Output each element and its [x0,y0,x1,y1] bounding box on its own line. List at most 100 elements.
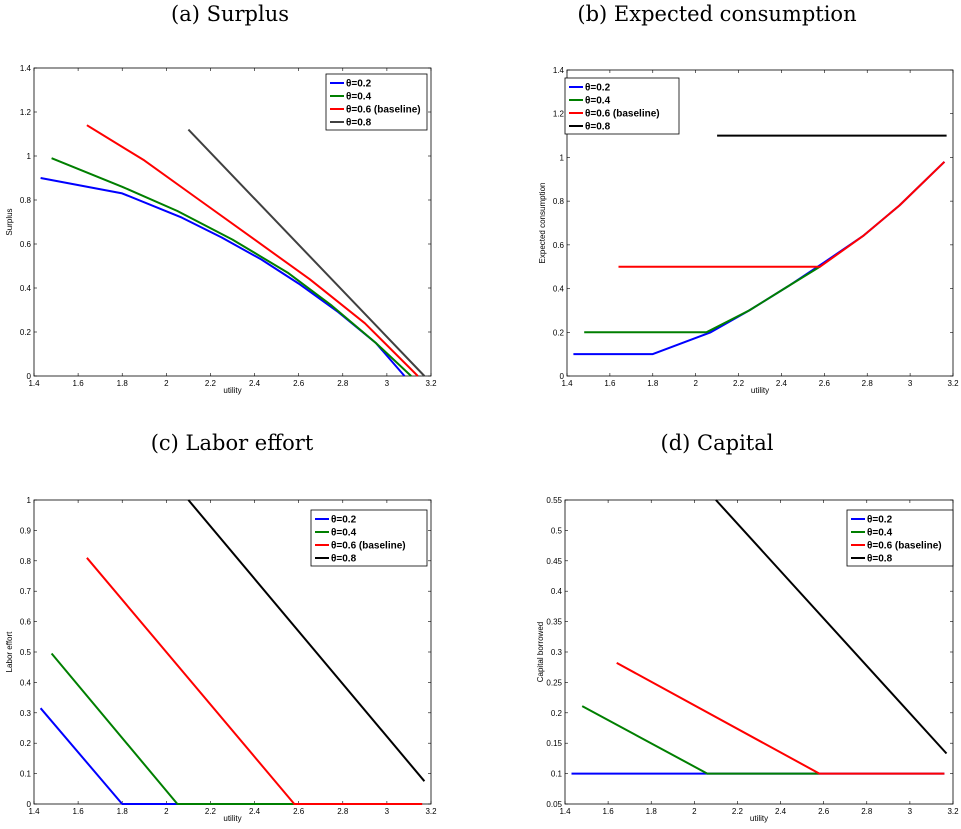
series-line-3 [618,161,946,268]
y-tick-label: 0.4 [553,285,565,294]
x-tick-label: 2.8 [862,379,874,388]
x-tick-label: 2.2 [732,807,744,816]
y-axis-label: Surplus [5,208,14,235]
x-tick-label: 1.4 [561,379,573,388]
x-tick-label: 1.6 [73,379,85,388]
y-tick-label: 0.2 [553,328,565,337]
y-tick-label: 0.3 [20,709,32,718]
legend-label: θ=0.4 [346,92,372,103]
legend: θ=0.2 θ=0.4 θ=0.6 (baseline) θ=0.8 [310,509,428,567]
legend-label: θ=0.4 [585,96,611,107]
x-tick-label: 1.8 [647,379,659,388]
legend: θ=0.2 θ=0.4 θ=0.6 (baseline) θ=0.8 [846,509,954,567]
x-tick-label: 1.6 [604,379,616,388]
x-tick-label: 3 [908,807,913,816]
y-tick-label: 1.2 [20,108,32,117]
series-line-3 [616,662,945,775]
x-tick-label: 2.4 [249,807,261,816]
expected-consumption-chart: 1.4 1.6 1.8 2 2.2 2.4 2.6 2.8 3 3.2 0 0.2 0.4 0.6 0.8 1… [538,66,959,395]
panel-title-capital: (d) Capital [660,431,774,455]
x-tick-label: 3.2 [425,807,437,816]
legend: θ=0.2 θ=0.4 θ=0.6 (baseline) θ=0.8 [325,73,428,131]
x-tick-label: 1.6 [73,807,85,816]
x-tick-label: 2.2 [733,379,745,388]
y-tick-label: 0.8 [20,557,32,566]
y-tick-label: 0.4 [551,587,563,596]
x-tick-label: 2 [692,807,697,816]
x-tick-label: 2.4 [775,807,787,816]
x-axis-label: utility [223,814,241,823]
x-tick-label: 2 [164,379,169,388]
series-line-3 [86,124,419,377]
y-tick-label: 0.8 [20,196,32,205]
series-line-4 [187,499,426,782]
series-line-1 [39,707,178,805]
y-tick-label: 0.25 [546,678,562,687]
capital-chart: 1.4 1.6 1.8 2 2.2 2.4 2.6 2.8 3 3.2 0.05 0.1 0.15 0.2… [536,496,959,823]
legend-label: θ=0.8 [585,122,611,133]
y-tick-label: 0 [27,372,32,381]
y-tick-label: 0.6 [20,618,32,627]
y-tick-label: 0.8 [553,197,565,206]
legend: θ=0.2 θ=0.4 θ=0.6 (baseline) θ=0.8 [564,77,680,135]
x-tick-label: 3 [385,807,390,816]
y-tick-label: 1.2 [553,110,565,119]
legend-box [310,509,428,567]
y-tick-label: 0.2 [20,739,32,748]
legend-label: θ=0.4 [867,528,893,539]
series-line-3 [86,557,423,805]
x-tick-label: 1.8 [117,379,129,388]
panel-title-expected-consumption: (b) Expected consumption [577,2,857,26]
legend-label: θ=0.6 (baseline) [331,541,406,552]
x-tick-label: 2.6 [819,379,831,388]
x-tick-label: 2.6 [293,807,305,816]
y-tick-label: 1 [27,152,32,161]
legend-label: θ=0.6 (baseline) [867,541,942,552]
series-line-4 [187,128,426,377]
x-tick-label: 3.2 [947,379,959,388]
legend-label: θ=0.4 [331,528,357,539]
plot-frame [33,67,432,377]
y-tick-label: 0.15 [546,739,562,748]
y-tick-label: 0.6 [553,241,565,250]
y-tick-label: 0.9 [20,526,32,535]
x-tick-label: 2.6 [293,379,305,388]
legend-label: θ=0.2 [346,79,372,90]
series-line-2 [584,265,821,334]
series-line-2 [581,705,820,775]
x-axis-label: utility [750,814,768,823]
x-tick-label: 2.4 [776,379,788,388]
legend-label: θ=0.8 [331,554,357,565]
plot-frame [566,69,954,377]
series-line-4 [715,499,948,755]
x-axis-label: utility [751,386,769,395]
y-tick-label: 0.6 [20,240,32,249]
x-tick-label: 3.2 [947,807,959,816]
x-tick-label: 1.4 [559,807,571,816]
x-tick-label: 1.8 [117,807,129,816]
y-tick-label: 0.55 [546,496,562,505]
y-axis-label: Labor effort [5,631,14,673]
series-line-1 [40,177,406,377]
legend-box [564,77,680,135]
legend-label: θ=0.2 [331,515,357,526]
y-tick-label: 0.1 [551,770,563,779]
y-tick-label: 0.35 [546,618,562,627]
x-tick-label: 2 [693,379,698,388]
y-tick-label: 0 [27,800,32,809]
y-axis-label: Expected consumption [538,183,547,264]
legend-label: θ=0.2 [867,515,893,526]
y-axis-label: Capital borrowed [536,622,545,682]
panel-title-surplus: (a) Surplus [171,2,289,26]
legend-label: θ=0.2 [585,83,611,94]
y-tick-label: 0.4 [20,284,32,293]
surplus-chart: 1.4 1.6 1.8 2 2.2 2.4 2.6 2.8 3 3.2 0 0.2 0.4 0.6 0.8 1… [5,64,437,395]
x-tick-label: 1.4 [28,807,40,816]
series-line-2 [50,652,295,805]
y-tick-label: 0.2 [551,709,563,718]
legend-label: θ=0.8 [346,118,372,129]
legend-label: θ=0.8 [867,554,893,565]
y-tick-label: 0.5 [551,526,563,535]
y-tick-label: 0.7 [20,587,32,596]
y-tick-label: 0.05 [546,800,562,809]
